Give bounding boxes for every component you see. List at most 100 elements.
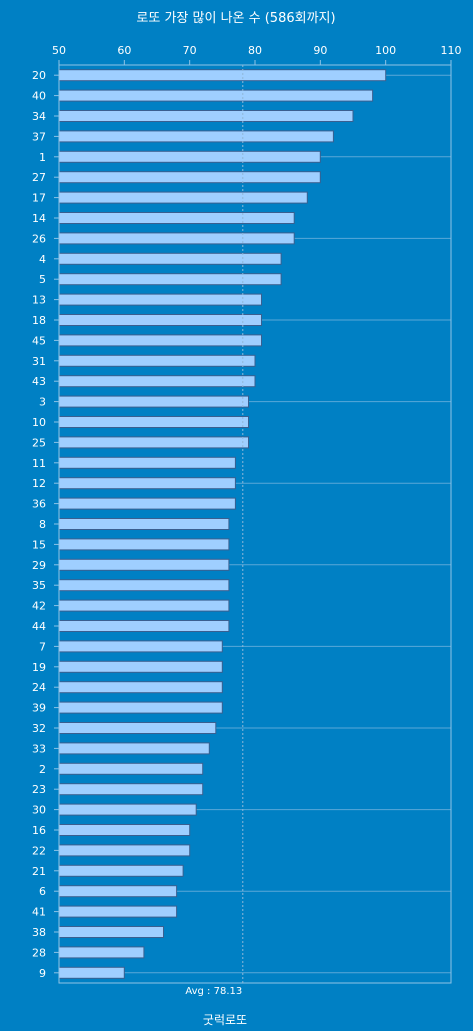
category-label: 1	[39, 151, 46, 164]
bar	[58, 538, 230, 551]
bar	[58, 110, 354, 122]
bar	[58, 395, 249, 408]
category-label: 15	[32, 538, 46, 551]
x-tick-label: 100	[375, 44, 396, 57]
bar	[58, 212, 295, 224]
category-label: 21	[32, 865, 46, 878]
category-label: 37	[32, 130, 46, 143]
category-label: 8	[39, 518, 46, 531]
bar	[58, 762, 204, 775]
category-label: 16	[32, 824, 46, 837]
bar	[58, 354, 256, 367]
category-label: 13	[32, 294, 46, 307]
axes-group: 50 60 70 80 90 100 110204034371271714264513184…	[32, 44, 462, 984]
category-label: 35	[32, 579, 46, 592]
category-label: 7	[39, 640, 46, 653]
bar	[58, 844, 191, 857]
bar	[58, 885, 178, 898]
category-label: 31	[32, 355, 46, 368]
bar	[58, 477, 236, 490]
bar	[58, 293, 262, 306]
category-label: 29	[32, 559, 46, 572]
bar	[58, 660, 223, 673]
bar	[58, 171, 321, 184]
bar	[58, 232, 295, 245]
bar	[58, 864, 184, 877]
bar	[58, 742, 210, 755]
bar	[58, 456, 236, 469]
category-label: 24	[32, 681, 46, 694]
x-tick-label: 50	[52, 44, 66, 57]
bar	[58, 436, 249, 449]
category-label: 30	[32, 804, 46, 817]
category-label: 10	[32, 416, 46, 429]
bar	[58, 640, 223, 653]
category-label: 45	[32, 334, 46, 347]
category-label: 2	[39, 763, 46, 776]
category-label: 27	[32, 171, 46, 184]
bar	[58, 966, 125, 979]
category-label: 20	[32, 69, 46, 82]
bar	[58, 783, 204, 796]
bar	[58, 89, 374, 102]
category-label: 11	[32, 457, 46, 470]
x-tick-label: 70	[183, 44, 197, 57]
bar	[58, 620, 230, 632]
category-label: 19	[32, 661, 46, 674]
category-label: 18	[32, 314, 46, 327]
bar	[58, 722, 217, 734]
category-label: 28	[32, 946, 46, 959]
category-label: 34	[32, 110, 46, 123]
category-label: 44	[32, 620, 46, 633]
category-label: 12	[32, 477, 46, 490]
bar	[58, 273, 282, 286]
bar	[58, 130, 334, 143]
chart-footer: 굿럭로또	[203, 1013, 247, 1027]
category-label: 36	[32, 498, 46, 511]
category-label: 3	[39, 396, 46, 409]
bar	[58, 314, 262, 326]
category-label: 14	[32, 212, 46, 225]
bar	[58, 252, 282, 265]
category-label: 23	[32, 783, 46, 796]
bar	[58, 416, 249, 428]
category-label: 39	[32, 702, 46, 715]
category-label: 9	[39, 967, 46, 980]
bar	[58, 579, 230, 592]
category-label: 32	[32, 722, 46, 735]
bar	[58, 558, 230, 571]
bar	[58, 518, 230, 530]
category-label: 4	[39, 253, 46, 266]
x-tick-label: 80	[248, 44, 262, 57]
bar	[58, 334, 262, 347]
bar	[58, 681, 223, 694]
bar	[58, 946, 145, 959]
bar	[58, 150, 321, 163]
bar	[58, 69, 387, 82]
category-label: 40	[32, 90, 46, 103]
bar	[58, 905, 178, 918]
category-label: 33	[32, 742, 46, 755]
bar	[58, 926, 164, 938]
x-tick-label: 90	[313, 44, 327, 57]
category-label: 26	[32, 232, 46, 245]
bar	[58, 599, 230, 612]
category-label: 25	[32, 436, 46, 449]
category-label: 43	[32, 375, 46, 388]
category-label: 5	[39, 273, 46, 286]
bar	[58, 191, 308, 204]
average-label: Avg : 78.13	[185, 986, 242, 997]
category-label: 17	[32, 192, 46, 205]
chart-title: 로또 가장 많이 나온 수 (586회까지)	[136, 11, 335, 26]
bar	[58, 701, 223, 714]
x-tick-label: 60	[117, 44, 131, 57]
bar	[58, 497, 236, 510]
x-tick-label: 110	[441, 44, 462, 57]
category-label: 38	[32, 926, 46, 939]
category-label: 22	[32, 844, 46, 857]
bar	[58, 824, 191, 836]
bar	[58, 803, 197, 816]
category-label: 42	[32, 600, 46, 613]
category-label: 6	[39, 885, 46, 898]
